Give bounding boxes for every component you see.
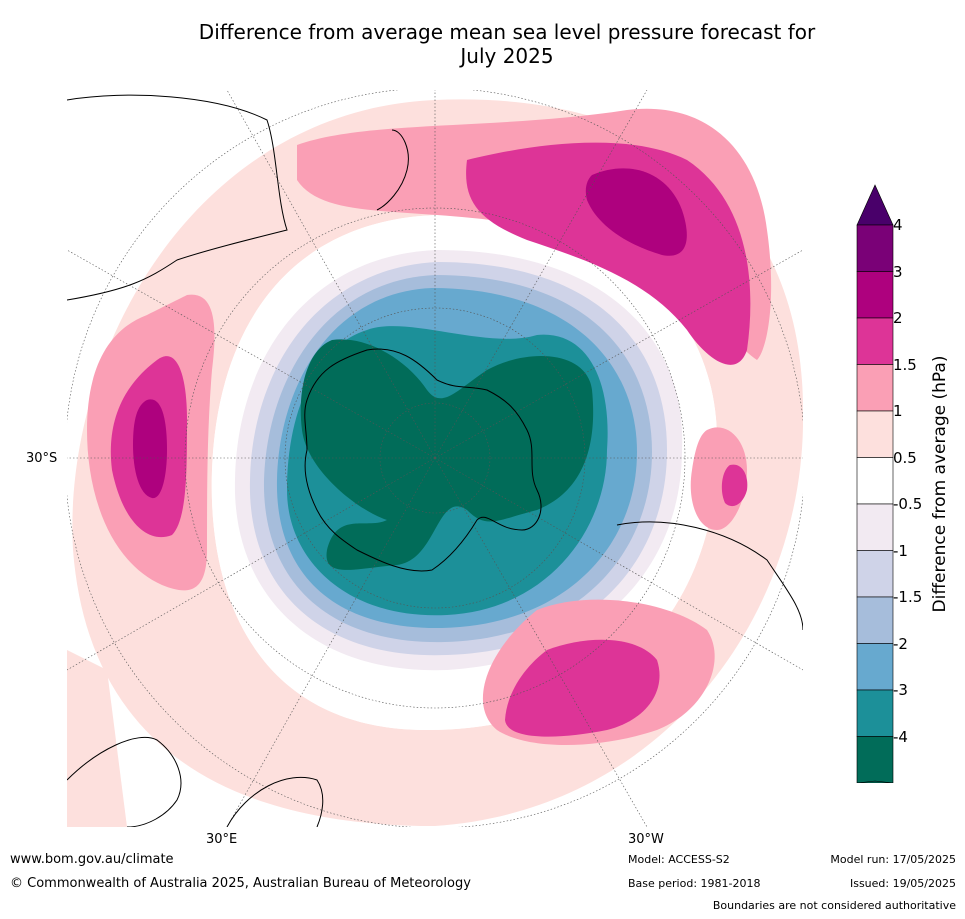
anomaly-band-2-to-3: [133, 168, 687, 499]
anomaly-band-neg-4: [300, 339, 594, 570]
colorbar-swatch: [856, 364, 894, 412]
model-run-date: Model run: 17/05/2025: [830, 853, 956, 866]
colorbar-tick-label: -1.5: [893, 588, 923, 606]
colorbar: [855, 183, 895, 784]
base-period: Base period: 1981-2018: [628, 877, 761, 890]
colorbar-swatch: [856, 689, 894, 737]
colorbar-swatch: [856, 317, 894, 365]
boundaries-disclaimer: Boundaries are not considered authoritat…: [712, 899, 956, 912]
colorbar-tick-label: -3: [893, 681, 908, 699]
issued-date: Issued: 19/05/2025: [849, 877, 956, 890]
africa-coastline: [67, 736, 182, 827]
colorbar-tick-label: -1: [893, 541, 908, 560]
colorbar-tick-label: 0.5: [893, 448, 917, 467]
website-link[interactable]: www.bom.gov.au/climate: [10, 852, 174, 867]
colorbar-tick-label: 1.5: [893, 355, 917, 374]
colorbar-tick-label: -4: [893, 727, 908, 746]
colorbar-title: Difference from average (hPa): [930, 355, 950, 613]
colorbar-tick-label: -0.5: [893, 495, 923, 513]
colorbar-tick-label: -2: [893, 634, 908, 653]
copyright-text: © Commonwealth of Australia 2025, Austra…: [10, 876, 471, 891]
colorbar-swatch: [856, 503, 894, 551]
colorbar-tick-label: 2: [893, 309, 903, 327]
australia-coastline: [67, 94, 288, 301]
antarctica-coastline: [304, 348, 542, 572]
colorbar-swatch: [856, 736, 894, 784]
colorbar-swatch: [856, 643, 894, 691]
south-america-coastline: [616, 521, 803, 631]
colorbar-swatch: [856, 410, 894, 458]
graticule: [67, 90, 803, 827]
lon-label-30w: 30°W: [628, 832, 664, 847]
colorbar-tick-label: 3: [893, 262, 903, 281]
colorbar-swatch: [856, 271, 894, 319]
map-title: Difference from average mean sea level p…: [0, 20, 965, 68]
colorbar-swatch: [856, 457, 894, 505]
map-title-line-2: July 2025: [460, 44, 554, 68]
colorbar-tick-label: 1: [893, 402, 903, 420]
new-zealand-coastline: [376, 129, 409, 211]
pressure-anomaly-map: [67, 90, 803, 827]
coastlines: [67, 94, 803, 827]
map-title-line-1: Difference from average mean sea level p…: [198, 20, 816, 44]
colorbar-swatch: [856, 550, 894, 598]
lat-label-30s: 30°S: [26, 451, 58, 466]
colorbar-tick-label: 4: [893, 216, 903, 234]
colorbar-swatch: [856, 596, 894, 644]
lon-label-30e: 30°E: [206, 832, 238, 847]
colorbar-over-arrow: [856, 184, 894, 226]
model-name: Model: ACCESS-S2: [628, 853, 730, 866]
anomaly-band-1p5-to-2: [110, 142, 751, 737]
polar-projection-canvas: [67, 90, 803, 827]
colorbar-swatches: [856, 184, 894, 784]
anomaly-band-0p5-to-1: [67, 99, 803, 827]
colorbar-swatch: [856, 224, 894, 272]
south-africa-coastline: [226, 776, 324, 827]
